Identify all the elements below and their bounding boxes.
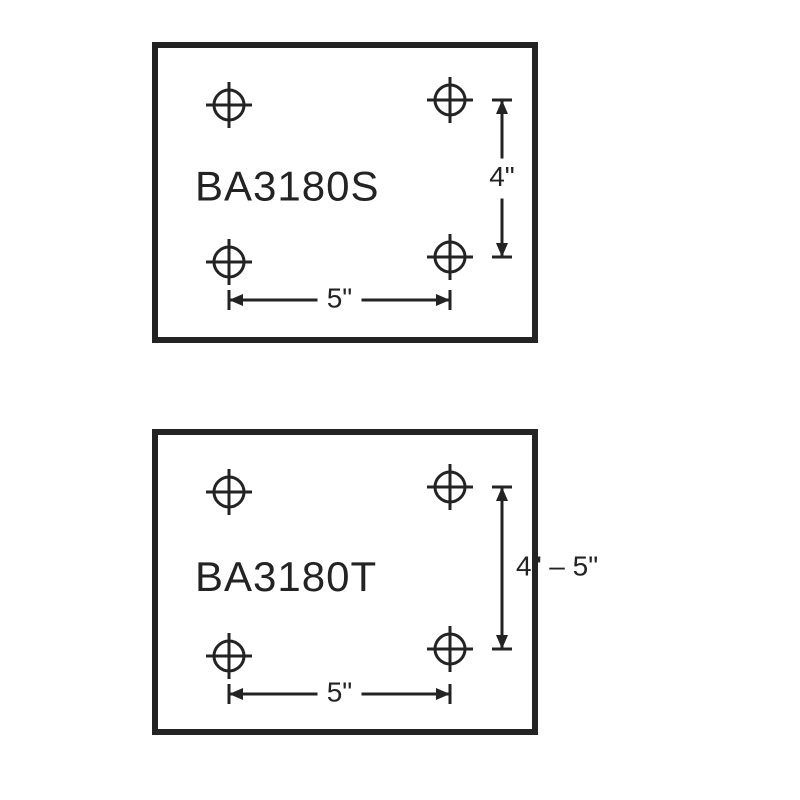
plate-bottom-hole-bl: [206, 633, 252, 679]
plate-bottom-hole-tr: [427, 464, 473, 510]
plate-bottom-dim-h-label: 5": [327, 676, 353, 707]
plate-top-hole-br: [427, 234, 473, 280]
plate-top-dim-h-label: 5": [327, 282, 353, 313]
plate-top-dim-h: 5": [229, 282, 450, 313]
plate-bottom-hole-tl: [206, 469, 252, 515]
plate-bottom-hole-br: [427, 626, 473, 672]
plate-bottom-dim-h: 5": [229, 676, 450, 707]
plate-top-hole-bl: [206, 239, 252, 285]
plate-top-hole-tl: [206, 82, 252, 128]
plate-bottom-dim-v: 4" – 5": [492, 487, 598, 649]
technical-drawing: BA3180S 5" 4" BA3180T 5" 4" – 5": [0, 0, 800, 800]
plate-top-dim-v: 4": [489, 100, 515, 257]
plate-bottom-dim-v-label: 4" – 5": [516, 550, 598, 581]
plate-bottom-label: BA3180T: [195, 553, 377, 600]
plate-top-label: BA3180S: [195, 163, 379, 210]
plate-top-hole-tr: [427, 77, 473, 123]
plate-top-dim-v-label: 4": [489, 161, 515, 192]
